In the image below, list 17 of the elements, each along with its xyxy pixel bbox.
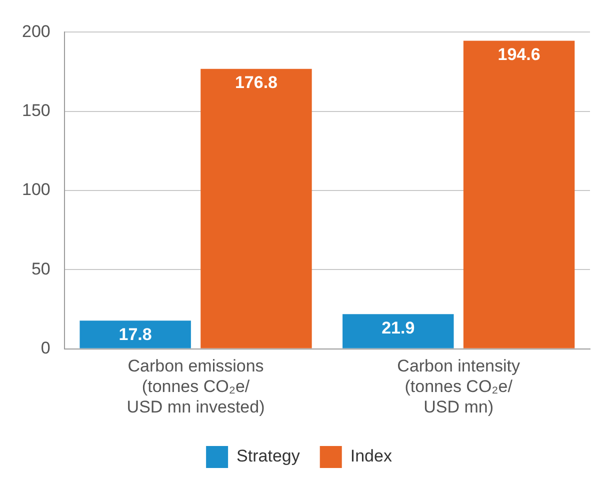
data-label: 21.9 [382,318,415,338]
data-label: 176.8 [234,73,278,92]
x-tick-label: Carbon intensity (tonnes CO₂e/ USD mn) [397,356,521,416]
y-tick-label: 0 [40,338,50,358]
bar [342,314,454,348]
data-label: 17.8 [118,324,152,344]
bar [200,68,312,348]
data-label: 194.6 [498,44,540,64]
legend-label: Index [350,446,392,466]
y-tick-label: 100 [22,180,50,200]
y-tick-label: 150 [22,101,50,120]
legend-label: Strategy [236,446,300,466]
bar [463,40,575,348]
y-tick-label: 200 [22,22,50,41]
x-tick-label: Carbon emissions (tonnes CO₂e/ USD mn invested) [126,356,265,416]
bar [80,320,191,348]
y-tick-label: 50 [31,259,50,278]
